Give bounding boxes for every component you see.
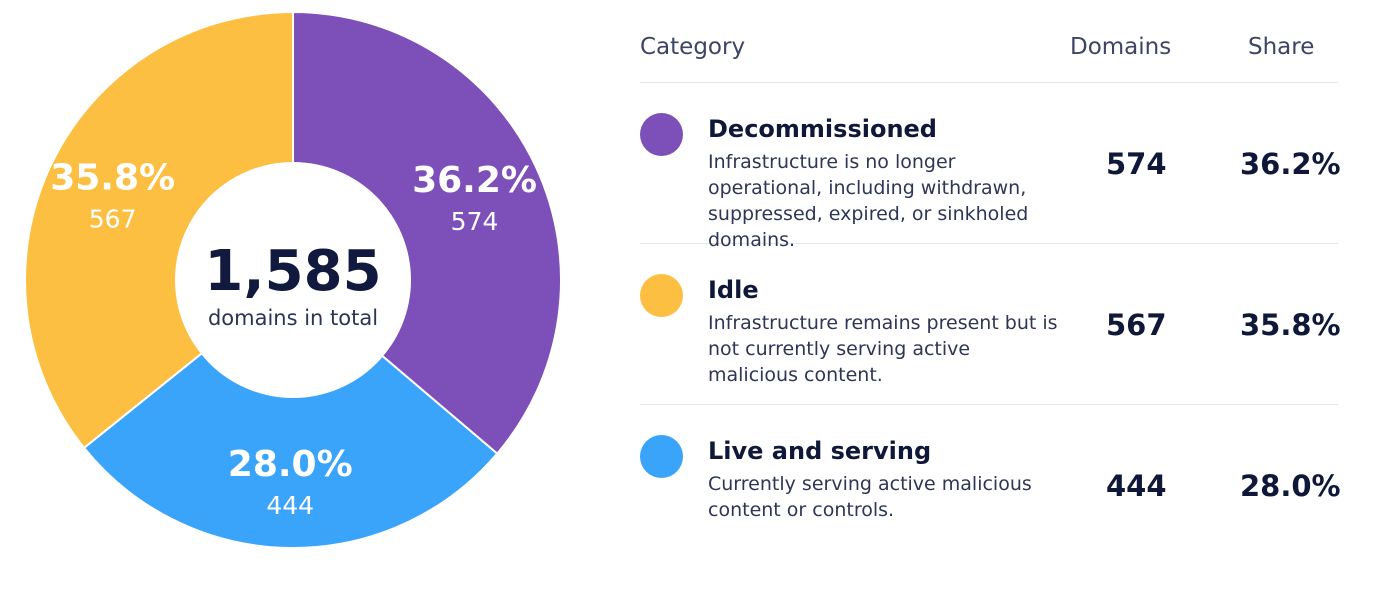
category-name: Idle — [708, 276, 759, 304]
slice-count-label: 567 — [89, 205, 137, 234]
column-header-domains: Domains — [1070, 34, 1172, 60]
legend-dot-decommissioned — [640, 113, 683, 156]
domain-count: 574 — [1106, 147, 1167, 181]
slice-idle — [24, 10, 294, 450]
donut-hole — [175, 162, 411, 398]
slice-decommissioned — [292, 10, 562, 456]
table-row-decommissioned: Decommissioned Infrastructure is no long… — [640, 83, 1341, 251]
share-value: 28.0% — [1240, 469, 1341, 503]
table-row-idle: Idle Infrastructure remains present but … — [640, 244, 1341, 405]
category-description: Infrastructure remains present but is no… — [708, 312, 1058, 386]
slice-share-label: 28.0% — [228, 444, 353, 485]
slice-share-label: 35.8% — [50, 158, 175, 199]
slice-count-label: 444 — [266, 491, 314, 520]
category-description: Currently serving active malicious conte… — [708, 473, 1032, 521]
share-value: 35.8% — [1240, 308, 1341, 342]
slice-share-label: 36.2% — [412, 160, 537, 201]
slice-live-and-serving — [82, 278, 499, 549]
domain-count: 444 — [1106, 469, 1167, 503]
category-description: Infrastructure is no longer operational,… — [708, 151, 1029, 251]
legend-dot-live-and-serving — [640, 435, 683, 478]
center-label: domains in total — [208, 306, 378, 330]
slice-count-label: 574 — [451, 207, 499, 236]
share-value: 36.2% — [1240, 147, 1341, 181]
category-name: Decommissioned — [708, 115, 937, 143]
legend-dot-idle — [640, 274, 683, 317]
center-total: 1,585 — [204, 239, 381, 304]
column-header-share: Share — [1248, 34, 1315, 60]
table-row-live-and-serving: Live and serving Currently serving activ… — [640, 405, 1341, 565]
column-header-category: Category — [640, 34, 746, 60]
category-table: Category Domains Share Decommissioned In… — [640, 20, 1341, 565]
donut-chart: 36.2% 574 28.0% 444 35.8% 567 1,585 domains i… — [24, 10, 562, 549]
domain-count: 567 — [1106, 308, 1167, 342]
table-header: Category Domains Share — [640, 20, 1338, 83]
category-name: Live and serving — [708, 437, 932, 465]
